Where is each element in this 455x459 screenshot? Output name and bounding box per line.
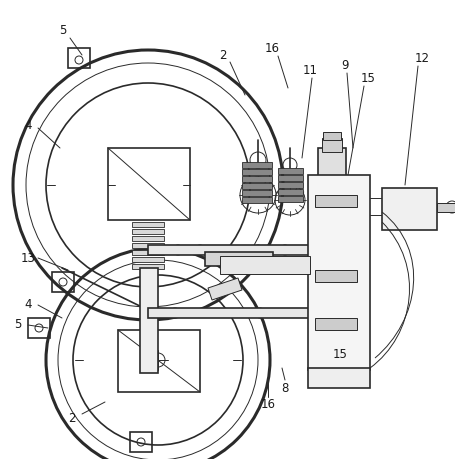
Text: 16: 16	[260, 398, 275, 412]
Bar	[108, 148, 190, 220]
Bar	[307, 368, 369, 388]
Text: 12: 12	[414, 51, 429, 65]
Bar	[148, 308, 322, 318]
Bar	[242, 183, 271, 189]
Bar	[140, 268, 157, 373]
Text: 2: 2	[68, 412, 76, 425]
Bar	[131, 257, 164, 262]
Bar	[131, 243, 164, 248]
Bar	[242, 162, 271, 168]
Bar	[130, 432, 152, 452]
Bar	[131, 222, 164, 227]
Bar	[242, 176, 271, 181]
Bar	[68, 48, 90, 68]
Bar	[242, 190, 271, 196]
Bar	[314, 195, 356, 207]
Bar	[278, 189, 302, 195]
Text: 8: 8	[281, 381, 288, 394]
Text: 15: 15	[332, 348, 347, 362]
Bar	[242, 197, 271, 202]
Text: 16: 16	[264, 41, 279, 55]
Polygon shape	[207, 278, 242, 300]
Bar	[278, 175, 302, 180]
Text: 11: 11	[302, 63, 317, 77]
Bar	[317, 148, 345, 203]
Bar	[118, 330, 200, 392]
Bar	[314, 270, 356, 282]
Bar	[219, 256, 309, 274]
Text: 9: 9	[340, 58, 348, 72]
Bar	[314, 318, 356, 330]
Bar	[131, 236, 164, 241]
Bar	[242, 169, 271, 174]
Text: 2: 2	[219, 49, 226, 62]
Text: 5: 5	[14, 319, 22, 331]
Bar	[321, 138, 341, 152]
Bar	[131, 229, 164, 234]
Text: 5: 5	[59, 23, 66, 37]
Bar	[205, 252, 273, 266]
Text: 4: 4	[24, 298, 32, 312]
Text: 4: 4	[24, 118, 32, 131]
Bar	[28, 318, 50, 338]
Bar	[131, 264, 164, 269]
Bar	[278, 196, 302, 202]
Bar	[148, 245, 312, 255]
Bar	[436, 203, 455, 212]
Text: 15: 15	[360, 72, 374, 84]
Bar	[307, 175, 369, 370]
Bar	[322, 132, 340, 140]
Bar	[278, 168, 302, 174]
Bar	[381, 188, 436, 230]
Text: 13: 13	[20, 252, 35, 264]
Bar	[131, 250, 164, 255]
Bar	[278, 182, 302, 187]
Bar	[52, 272, 74, 292]
